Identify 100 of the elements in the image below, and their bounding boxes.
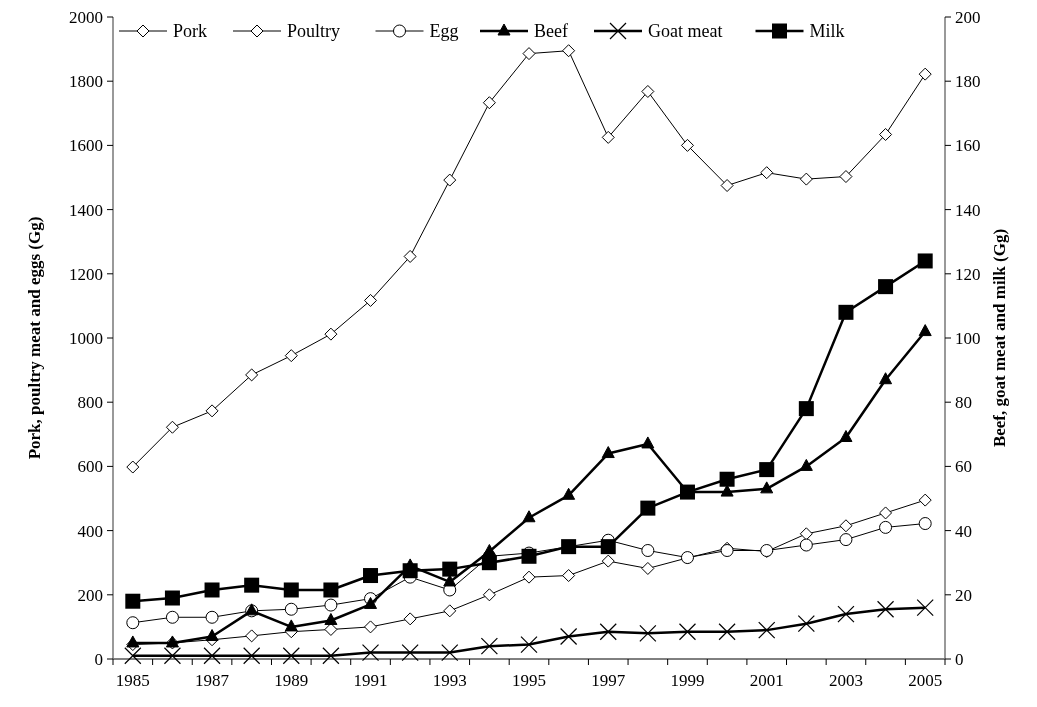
x-tick-label: 1995 [512, 671, 546, 690]
x-tick-label: 1991 [353, 671, 388, 690]
point [401, 643, 419, 662]
point [243, 647, 261, 665]
point [839, 533, 853, 547]
x-tick-label: 2005 [908, 671, 943, 690]
legend-label: Goat meat [648, 21, 723, 41]
point [916, 599, 934, 617]
point [520, 635, 538, 654]
point [601, 554, 615, 568]
legend-label: Milk [809, 21, 845, 41]
point [799, 458, 813, 471]
point [205, 610, 219, 624]
point [402, 563, 418, 579]
point [163, 647, 182, 665]
point [678, 623, 697, 641]
point [283, 582, 299, 598]
point [640, 500, 656, 516]
point [918, 324, 932, 337]
point [284, 602, 298, 616]
point [797, 615, 815, 633]
point [639, 624, 657, 642]
point [482, 588, 496, 602]
point [758, 621, 776, 639]
x-tick-label: 2003 [828, 671, 863, 690]
x-tick-label: 1987 [195, 671, 230, 690]
point [879, 372, 893, 385]
point [522, 570, 536, 584]
y2-tick-label: 200 [955, 8, 981, 27]
point [364, 620, 378, 634]
point [205, 404, 219, 418]
x-tick-label: 1993 [432, 671, 467, 690]
point [324, 327, 338, 341]
point [680, 138, 694, 152]
point [363, 568, 379, 584]
point [361, 643, 380, 662]
y2-tick-label: 20 [955, 585, 972, 605]
point [203, 647, 221, 665]
point [641, 561, 655, 575]
y-tick-label: 2000 [69, 8, 103, 27]
point [364, 596, 378, 609]
point [879, 506, 893, 520]
point [879, 127, 893, 141]
point [324, 598, 338, 612]
y2-tick-label: 40 [955, 521, 972, 541]
point [560, 627, 578, 646]
x-tick-label: 1999 [670, 671, 705, 690]
point [760, 481, 774, 494]
point [282, 647, 300, 665]
point [562, 487, 576, 500]
point [759, 462, 775, 478]
x-tick-label: 2001 [749, 671, 784, 690]
point [403, 249, 417, 263]
point [165, 420, 179, 434]
y2-axis-title: Beef, goat meat and milk (Gg) [990, 228, 1009, 448]
point [876, 600, 895, 618]
point [126, 616, 140, 630]
point [641, 436, 655, 449]
point [799, 172, 813, 186]
point [245, 629, 259, 643]
point [441, 643, 459, 662]
point [600, 539, 616, 555]
point [918, 517, 932, 531]
y-tick-label: 600 [77, 457, 103, 477]
point [720, 179, 734, 193]
point [562, 44, 576, 58]
legend-label: Pork [173, 21, 208, 41]
point [522, 510, 536, 523]
y2-tick-label: 160 [955, 136, 981, 156]
y-tick-label: 400 [77, 521, 103, 541]
point [720, 484, 734, 497]
point [601, 446, 615, 459]
point [124, 647, 142, 665]
point [443, 574, 457, 587]
point [443, 604, 457, 618]
y-tick-label: 200 [77, 585, 103, 605]
point [839, 170, 853, 184]
point [165, 610, 179, 624]
point [799, 538, 813, 552]
y-tick-label: 1400 [69, 200, 103, 220]
legend-label: Egg [429, 21, 459, 41]
point [323, 582, 339, 598]
point [205, 629, 219, 642]
y-tick-label: 0 [94, 650, 103, 669]
legend-label: Beef [534, 21, 568, 41]
point [245, 368, 259, 382]
point [878, 279, 894, 295]
point [284, 349, 298, 363]
y2-tick-label: 80 [955, 393, 972, 413]
y2-tick-label: 180 [955, 72, 981, 92]
y2-tick-label: 100 [955, 329, 981, 348]
point [838, 304, 854, 320]
point [839, 519, 853, 533]
point [204, 582, 220, 598]
point [562, 569, 576, 583]
point [879, 520, 893, 534]
point [917, 253, 933, 269]
point [601, 130, 615, 144]
point [839, 430, 853, 443]
point [522, 47, 536, 61]
